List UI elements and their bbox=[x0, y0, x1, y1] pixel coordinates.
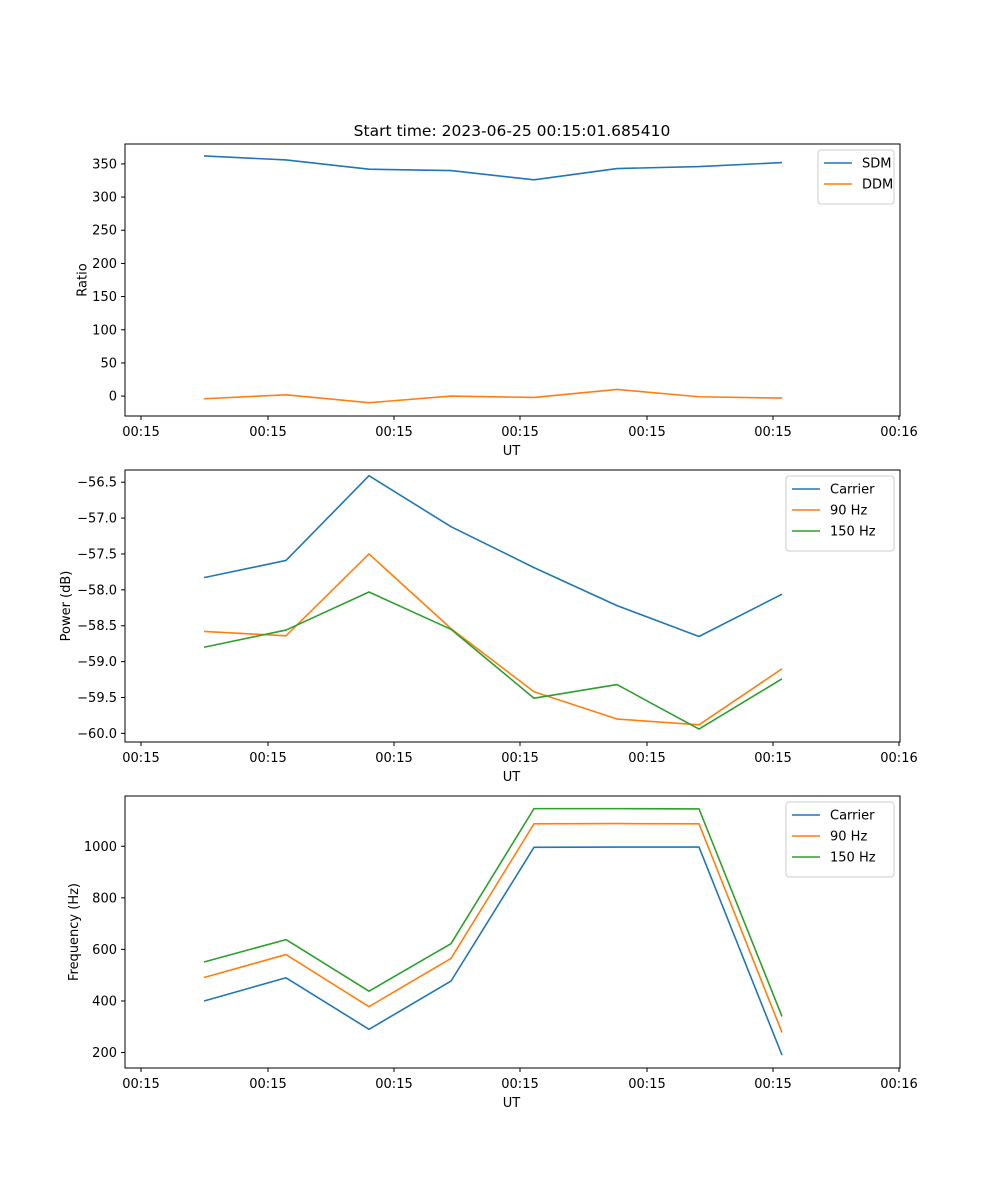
legend: SDM DDM bbox=[817, 149, 895, 205]
x-tick-label: 00:15 bbox=[375, 751, 412, 766]
x-tick-label: 00:15 bbox=[249, 1077, 286, 1092]
series-line-150-hz bbox=[203, 807, 783, 1017]
figure-title: Start time: 2023-06-25 00:15:01.685410 bbox=[354, 122, 671, 140]
panels: 00:15 00:15 00:15 00:15 00:15 00:15 00:16 UT 0 50… bbox=[59, 143, 918, 1111]
x-tick-label: 00:15 bbox=[628, 1077, 665, 1092]
series-line-150-hz bbox=[203, 591, 783, 730]
panel-2: 00:15 00:15 00:15 00:15 00:15 00:15 00:16 UT −60… bbox=[59, 469, 918, 785]
axes-frame bbox=[124, 143, 901, 417]
x-tick-label: 00:16 bbox=[880, 751, 917, 766]
y-tick-label: 0 bbox=[109, 390, 117, 405]
x-tick-label: 00:15 bbox=[501, 1077, 538, 1092]
legend-label: 90 Hz bbox=[830, 504, 867, 519]
x-tick-label: 00:15 bbox=[754, 1077, 791, 1092]
y-tick-label: 800 bbox=[92, 891, 117, 906]
x-axis-label: UT bbox=[503, 1096, 521, 1111]
legend: Carrier 90 Hz 150 Hz bbox=[785, 801, 895, 878]
legend-label: Carrier bbox=[830, 809, 875, 824]
x-tick-label: 00:15 bbox=[628, 425, 665, 440]
series-line-carrier bbox=[203, 474, 783, 638]
y-tick-label: −58.5 bbox=[77, 619, 117, 634]
x-tick-label: 00:15 bbox=[501, 751, 538, 766]
y-tick-label: −57.0 bbox=[77, 512, 117, 527]
y-tick-label: 200 bbox=[92, 257, 117, 272]
legend-label: Carrier bbox=[830, 483, 875, 498]
panel-3: 00:15 00:15 00:15 00:15 00:15 00:15 00:16 UT 200… bbox=[67, 795, 918, 1111]
legend-box bbox=[785, 801, 895, 878]
y-tick-label: 1000 bbox=[84, 840, 117, 855]
series-line-90-hz bbox=[203, 822, 783, 1033]
y-tick-label: −56.5 bbox=[77, 476, 117, 491]
x-tick-label: 00:15 bbox=[375, 1077, 412, 1092]
x-axis-label: UT bbox=[503, 444, 521, 459]
panel-1: 00:15 00:15 00:15 00:15 00:15 00:15 00:16 UT 0 50… bbox=[75, 143, 918, 459]
legend-label: 150 Hz bbox=[830, 525, 876, 540]
x-tick-label: 00:15 bbox=[501, 425, 538, 440]
y-tick-label: 350 bbox=[92, 157, 117, 172]
legend-label: DDM bbox=[862, 178, 893, 193]
y-tick-label: −58.0 bbox=[77, 583, 117, 598]
x-tick-label: 00:15 bbox=[249, 425, 286, 440]
axes-frame bbox=[124, 469, 901, 743]
y-tick-label: −57.5 bbox=[77, 547, 117, 562]
axes-frame bbox=[124, 795, 901, 1069]
y-axis-label: Power (dB) bbox=[59, 571, 74, 642]
y-tick-label: 300 bbox=[92, 191, 117, 206]
y-tick-label: 150 bbox=[92, 290, 117, 305]
series-line-sdm bbox=[203, 155, 783, 181]
legend-label: 90 Hz bbox=[830, 830, 867, 845]
x-tick-label: 00:15 bbox=[249, 751, 286, 766]
legend-label: SDM bbox=[862, 157, 891, 172]
x-tick-label: 00:15 bbox=[754, 751, 791, 766]
series-line-ddm bbox=[203, 388, 783, 404]
y-tick-label: 250 bbox=[92, 224, 117, 239]
y-axis-label: Ratio bbox=[75, 263, 90, 296]
y-tick-label: 400 bbox=[92, 994, 117, 1009]
x-tick-label: 00:15 bbox=[375, 425, 412, 440]
y-tick-label: −59.0 bbox=[77, 655, 117, 670]
x-tick-label: 00:16 bbox=[880, 1077, 917, 1092]
y-tick-label: 50 bbox=[100, 356, 117, 371]
legend: Carrier 90 Hz 150 Hz bbox=[785, 475, 895, 552]
x-tick-label: 00:15 bbox=[122, 751, 159, 766]
x-tick-label: 00:15 bbox=[122, 1077, 159, 1092]
y-tick-label: 600 bbox=[92, 943, 117, 958]
y-tick-label: 200 bbox=[92, 1046, 117, 1061]
y-tick-label: −60.0 bbox=[77, 727, 117, 742]
x-axis-label: UT bbox=[503, 770, 521, 785]
series-line-90-hz bbox=[203, 553, 783, 726]
legend-box bbox=[785, 475, 895, 552]
legend-label: 150 Hz bbox=[830, 851, 876, 866]
x-tick-label: 00:15 bbox=[628, 751, 665, 766]
x-tick-label: 00:15 bbox=[122, 425, 159, 440]
y-tick-label: −59.5 bbox=[77, 691, 117, 706]
y-axis-label: Frequency (Hz) bbox=[67, 883, 82, 981]
x-tick-label: 00:16 bbox=[880, 425, 917, 440]
y-tick-label: 100 bbox=[92, 323, 117, 338]
x-tick-label: 00:15 bbox=[754, 425, 791, 440]
series-line-carrier bbox=[203, 846, 783, 1056]
